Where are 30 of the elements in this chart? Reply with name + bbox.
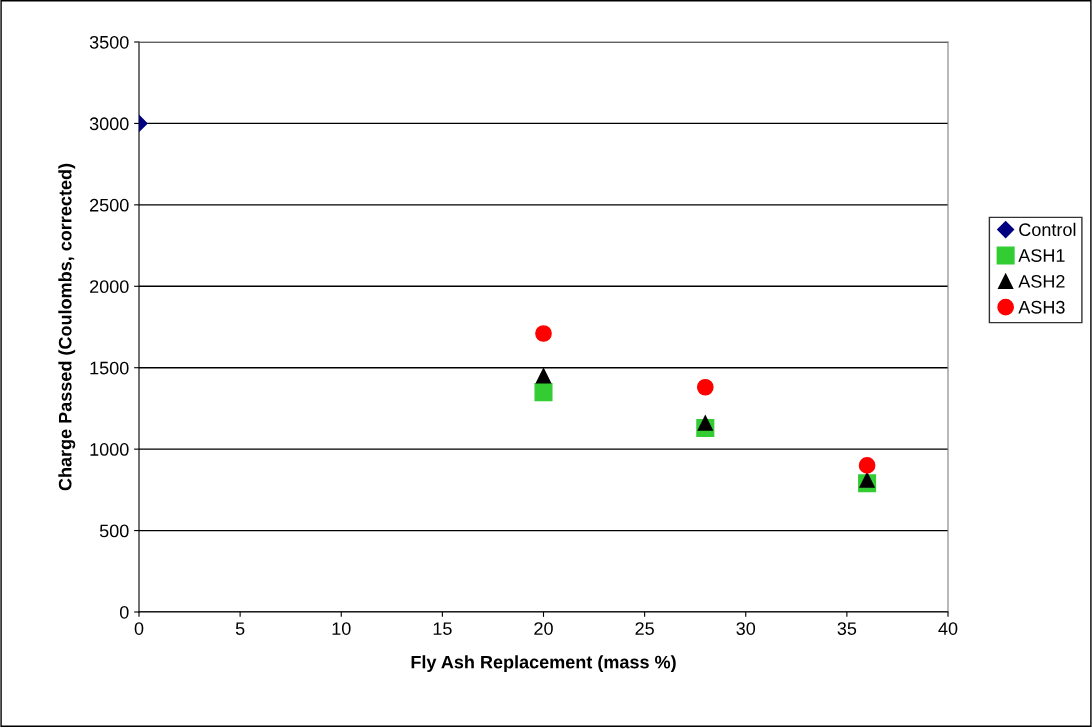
- point: [697, 415, 713, 431]
- x-tick-label: 30: [736, 622, 756, 635]
- y-tick-label: 2000: [90, 280, 129, 294]
- y-tick-label: 3000: [89, 117, 129, 131]
- y-tick-label: 500: [99, 524, 129, 538]
- x-tick-label: 0: [134, 622, 144, 635]
- legend-label: ASH2: [1018, 274, 1065, 288]
- x-tick-label: 20: [534, 622, 553, 635]
- x-tick-label: 10: [332, 622, 351, 635]
- x-tick-label: 40: [938, 622, 958, 635]
- y-tick-label: 0: [119, 605, 129, 619]
- point: [535, 325, 552, 342]
- x-tick-label: 25: [635, 622, 654, 635]
- y-tick-label: 2500: [90, 198, 129, 212]
- y-axis-title: Charge Passed (Coulombs, corrected): [58, 163, 76, 491]
- y-tick-label: 1500: [90, 361, 129, 375]
- y-tick-label: 1000: [90, 443, 129, 456]
- x-tick-label: 15: [433, 622, 452, 635]
- x-tick-label: 5: [235, 622, 245, 635]
- point: [535, 368, 552, 384]
- x-tick-label: 35: [837, 622, 857, 635]
- point: [696, 378, 714, 396]
- point: [858, 457, 876, 474]
- x-axis-title: Fly Ash Replacement (mass %): [411, 655, 676, 673]
- legend-label: ASH3: [1018, 300, 1065, 314]
- legend-label: Control: [1019, 222, 1076, 237]
- y-tick-label: 3500: [89, 35, 129, 49]
- point: [534, 383, 553, 402]
- legend-label: ASH1: [1018, 249, 1065, 262]
- point: [859, 472, 875, 488]
